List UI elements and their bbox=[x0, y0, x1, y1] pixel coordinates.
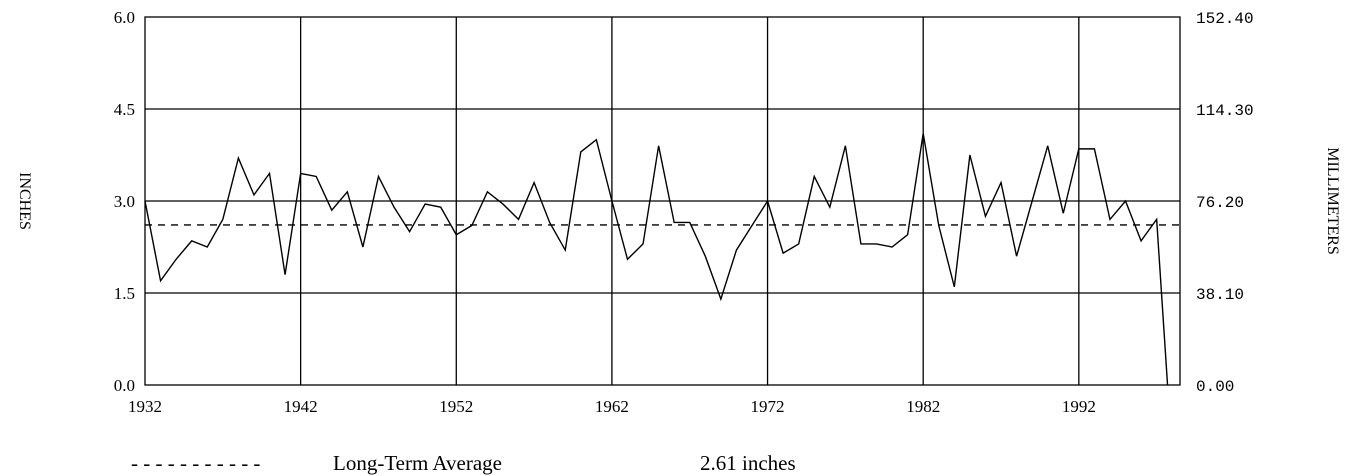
grid bbox=[145, 17, 1180, 385]
legend-value: 2.61 inches bbox=[700, 451, 796, 475]
legend-label: Long-Term Average bbox=[333, 451, 502, 475]
legend-dashes: - - - - - - - - - - - bbox=[131, 451, 260, 475]
x-tick-label: 1932 bbox=[128, 397, 162, 416]
plot-frame bbox=[144, 16, 1181, 386]
y-tick-labels-left: 0.0 1.5 3.0 4.5 6.0 bbox=[114, 8, 135, 395]
x-tick-label: 1972 bbox=[751, 397, 785, 416]
y-tick-label-left: 6.0 bbox=[114, 8, 135, 27]
y-axis-title-left: INCHES bbox=[16, 172, 33, 230]
series-group bbox=[144, 133, 1169, 386]
y-tick-label-left: 3.0 bbox=[114, 192, 135, 211]
y-tick-label-left: 0.0 bbox=[114, 376, 135, 395]
x-tick-label: 1962 bbox=[595, 397, 629, 416]
y-tick-label-right: 0.00 bbox=[1196, 378, 1234, 396]
series-line bbox=[144, 133, 1169, 386]
y-tick-label-left: 4.5 bbox=[114, 100, 135, 119]
y-tick-label-right: 152.40 bbox=[1196, 10, 1254, 28]
x-tick-label: 1982 bbox=[906, 397, 940, 416]
x-tick-labels: 1932 1942 1952 1962 1972 1982 1992 bbox=[128, 397, 1096, 416]
y-tick-label-right: 38.10 bbox=[1196, 286, 1244, 304]
x-tick-label: 1952 bbox=[439, 397, 473, 416]
y-axis-title-right: MILLIMETERS bbox=[1324, 147, 1341, 255]
y-tick-label-right: 76.20 bbox=[1196, 194, 1244, 212]
y-tick-label-left: 1.5 bbox=[114, 284, 135, 303]
x-tick-label: 1942 bbox=[284, 397, 318, 416]
x-tick-label: 1992 bbox=[1062, 397, 1096, 416]
y-tick-label-right: 114.30 bbox=[1196, 102, 1254, 120]
y-tick-labels-right: 0.00 38.10 76.20 114.30 152.40 bbox=[1196, 10, 1254, 396]
